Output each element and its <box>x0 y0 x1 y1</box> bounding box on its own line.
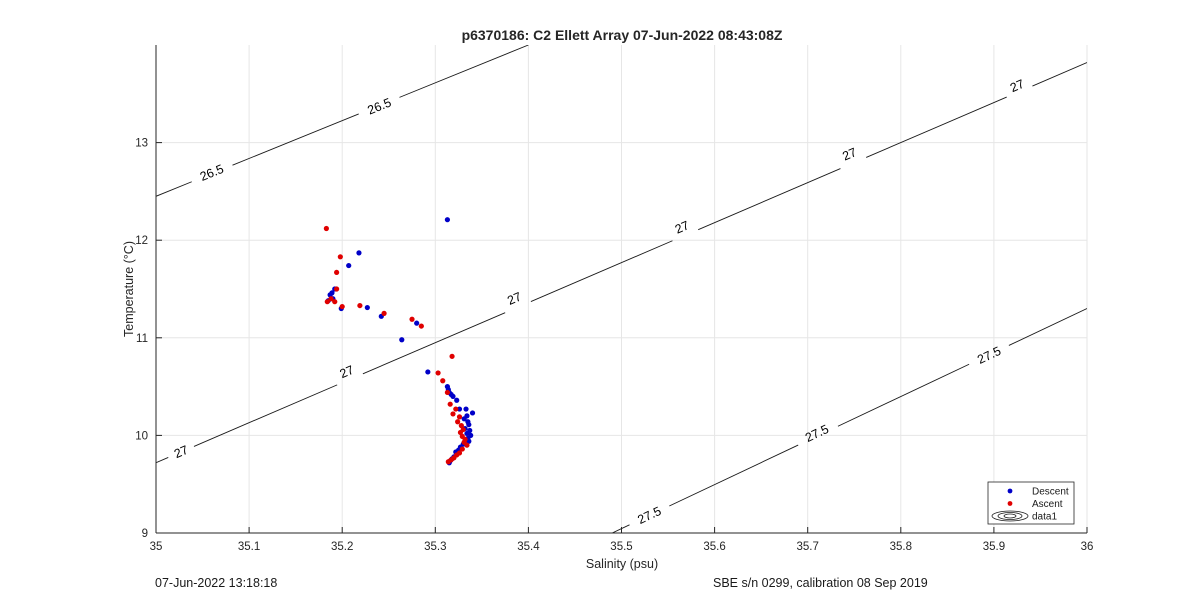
ascent-point <box>409 316 415 322</box>
contour-line-segment <box>193 384 338 447</box>
ascent-point <box>334 286 340 292</box>
ascent-point <box>453 406 459 412</box>
descent-point <box>461 416 467 422</box>
ascent-point <box>435 370 441 376</box>
ascent-point <box>456 414 463 420</box>
legend-marker-ascent <box>1007 501 1013 506</box>
descent-point <box>399 337 405 343</box>
legend-contour-icon <box>997 512 1023 520</box>
x-tick-label: 35.8 <box>890 541 912 553</box>
descent-point <box>444 217 451 223</box>
descent-point <box>469 410 476 416</box>
contour-label: 27 <box>172 443 190 461</box>
y-tick-label: 10 <box>135 430 148 442</box>
ascent-point <box>328 296 334 302</box>
ascent-point <box>357 302 363 309</box>
ascent-point <box>444 389 451 396</box>
contour-line-segment <box>399 45 529 98</box>
x-tick-label: 35.3 <box>424 541 446 553</box>
contour-line-segment <box>362 312 506 375</box>
descent-point <box>450 393 456 399</box>
x-tick-label: 35.2 <box>331 541 353 553</box>
legend-contour-icon <box>1003 513 1017 519</box>
y-tick-label: 12 <box>135 235 148 247</box>
contour-line-segment <box>698 168 841 231</box>
x-tick-label: 35.4 <box>517 541 540 553</box>
ascent-point <box>450 411 456 417</box>
x-tick-label: 35 <box>150 541 163 553</box>
ascent-point <box>418 323 424 329</box>
ascent-point <box>457 429 464 436</box>
grid-lines <box>155 45 1088 534</box>
descent-point <box>456 406 463 412</box>
y-axis-label: Temperature (°C) <box>122 241 136 337</box>
ascent-point <box>334 269 340 276</box>
ascent-point <box>458 423 464 429</box>
x-tick-label: 35.5 <box>610 541 632 553</box>
y-tick-label: 11 <box>136 333 148 345</box>
footer-timestamp: 07-Jun-2022 13:18:18 <box>155 576 278 590</box>
contour-label: 27 <box>338 363 356 381</box>
legend-label-data1: data1 <box>1032 512 1057 523</box>
descent-point <box>364 304 370 311</box>
contour-label: 27 <box>505 290 523 308</box>
x-tick-label: 35.6 <box>703 541 725 553</box>
x-tick-label: 36 <box>1081 541 1094 553</box>
footer-calibration: SBE s/n 0299, calibration 08 Sep 2019 <box>713 576 928 590</box>
descent-point <box>425 369 431 375</box>
descent-point <box>346 262 352 269</box>
contour-label: 27 <box>673 218 691 236</box>
x-tick-label: 35.9 <box>983 541 1005 553</box>
contour-label: 27 <box>840 145 858 163</box>
legend-marker-descent <box>1007 488 1013 494</box>
legend-box <box>987 481 1075 525</box>
x-tick-label: 35.7 <box>797 541 819 553</box>
descent-point <box>327 292 333 298</box>
descent-point <box>356 250 362 256</box>
data-series <box>323 217 476 466</box>
contour-line-segment <box>232 113 359 166</box>
ascent-point <box>440 378 446 384</box>
contour-line-segment <box>669 444 799 507</box>
ascent-point <box>381 310 387 316</box>
contour-line-segment <box>611 524 630 533</box>
contour-line-segment <box>530 240 673 303</box>
ascent-point <box>459 446 465 452</box>
ascent-point <box>323 225 329 232</box>
legend-contour-icon <box>991 510 1029 522</box>
ascent-point <box>339 303 345 310</box>
contour-line-segment <box>1008 308 1087 346</box>
ascent-point <box>332 299 338 305</box>
ascent-point <box>447 401 453 407</box>
contour-line-segment <box>866 96 1007 158</box>
contour-label: 27 <box>1008 77 1026 95</box>
descent-point <box>414 320 420 326</box>
y-tick-label: 9 <box>142 528 148 540</box>
ascent-point <box>464 442 470 448</box>
ascent-point <box>449 353 455 359</box>
x-tick-label: 35.1 <box>238 541 260 553</box>
contour-line-segment <box>837 363 970 427</box>
contour-27: 27 27 27 27 27 27 <box>156 62 1087 464</box>
series-ascent <box>323 225 470 465</box>
ascent-point <box>324 299 330 305</box>
legend-label-descent: Descent <box>1032 487 1069 498</box>
ascent-point <box>455 419 461 425</box>
axes: 35 35.1 35.2 35.3 35.4 35.5 35.6 35.7 35.8 35.9 36… <box>135 45 1093 553</box>
contour-line-segment <box>1032 62 1087 87</box>
contour-line-segment <box>156 181 192 197</box>
chart-title: p6370186: C2 Ellett Array 07-Jun-2022 08… <box>462 27 783 43</box>
descent-point <box>466 422 472 428</box>
descent-point <box>454 397 460 403</box>
x-axis-label: Salinity (psu) <box>586 557 658 571</box>
ascent-point <box>337 254 343 260</box>
y-tick-label: 13 <box>135 138 148 150</box>
contour-line-segment <box>156 457 169 464</box>
descent-point <box>463 406 469 412</box>
ascent-point <box>445 459 451 465</box>
legend-label-ascent: Ascent <box>1032 499 1063 510</box>
